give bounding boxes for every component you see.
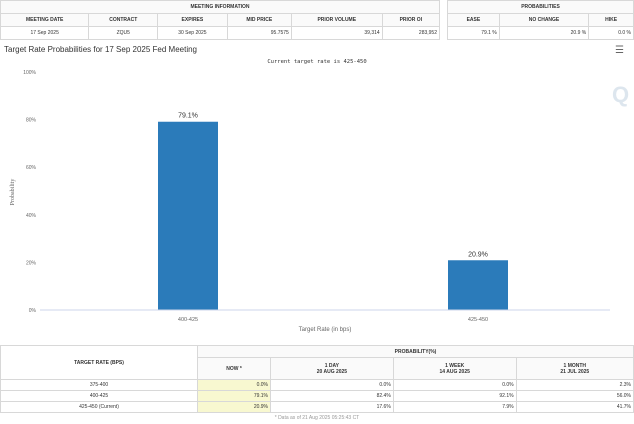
y-tick-label: 40% (26, 213, 37, 219)
col-header: HIKE (588, 13, 634, 27)
col-date: 21 JUL 2025 (560, 368, 590, 375)
probability-cell: 7.9% (392, 401, 517, 413)
bar-chart: 0% 20% 40% 60% 80% 100% 79.1% 400-425 20.9% 425-4… (10, 70, 629, 333)
meeting-information-table: MEETING INFORMATION MEETING DATE CONTRACT… (0, 0, 441, 40)
cell: ZQU5 (88, 26, 159, 40)
probability-header: PROBABILITY(%) (197, 345, 634, 358)
bar-425-450[interactable] (448, 260, 508, 310)
col-1week: 1 WEEK 14 AUG 2025 (392, 357, 517, 380)
table-row: 375-400 0.0% 0.0% 0.0% 2.3% (0, 379, 634, 391)
col-label: 1 DAY (324, 362, 340, 369)
data-label: 20.9% (468, 251, 488, 258)
x-tick-label: 400-425 (178, 317, 198, 323)
probability-cell: 0.0% (270, 379, 394, 391)
target-rate-cell: 425-450 (Current) (0, 401, 198, 413)
probability-cell: 17.6% (270, 401, 394, 413)
cell: 39,314 (290, 26, 383, 40)
col-date: 20 AUG 2025 (316, 368, 348, 375)
col-header: EXPIRES (157, 13, 228, 27)
probability-cell: 0.0% (197, 379, 271, 391)
col-header: EASE (447, 13, 500, 27)
bar-400-425[interactable] (158, 121, 218, 310)
cell: 95.7575 (226, 26, 292, 40)
target-rate-cell: 375-400 (0, 379, 198, 391)
hamburger-menu-icon[interactable]: ☰ (615, 45, 624, 56)
col-header: PRIOR VOLUME (290, 13, 383, 27)
x-axis-label: Target Rate (in bps) (299, 327, 352, 333)
chart-subtitle: Current target rate is 425-450 (267, 59, 367, 65)
chart-title: Target Rate Probabilities for 17 Sep 202… (4, 45, 198, 54)
cell: 79.1 % (447, 26, 500, 40)
col-header: PRIOR OI (381, 13, 441, 27)
col-date: 14 AUG 2025 (439, 368, 470, 375)
data-label: 79.1% (178, 113, 198, 120)
col-header: MEETING DATE (0, 13, 90, 27)
probability-cell: 92.1% (392, 390, 517, 402)
y-tick-label: 100% (23, 70, 36, 76)
y-tick-label: 80% (26, 118, 37, 124)
cell: 20.9 % (498, 26, 590, 40)
probabilities-table: PROBABILITIES EASE NO CHANGE HIKE 79.1 % 20… (447, 0, 634, 40)
y-tick-label: 0% (29, 308, 37, 314)
probability-history-table: TARGET RATE (BPS) PROBABILITY(%) NOW * 1 … (0, 345, 634, 413)
cell: 30 Sep 2025 (157, 26, 228, 40)
table-row: 425-450 (Current) 20.9% 17.6% 7.9% 41.7% (0, 401, 634, 413)
cell: 283,952 (381, 26, 441, 40)
probability-cell: 41.7% (515, 401, 634, 413)
data-timestamp: * Data as of 21 Aug 2025 05:25:43 CT (274, 415, 360, 421)
target-rate-cell: 400-425 (0, 390, 198, 402)
probabilities-header: PROBABILITIES (447, 0, 634, 14)
watermark-logo: Q (612, 82, 629, 107)
y-tick-label: 60% (26, 165, 37, 171)
table-row: 400-425 79.1% 82.4% 92.1% 56.0% (0, 390, 634, 402)
probability-cell: 2.3% (515, 379, 634, 391)
cell: 17 Sep 2025 (0, 26, 90, 40)
probability-cell: 56.0% (515, 390, 634, 402)
y-axis-label: Probability (10, 179, 16, 206)
col-header: MID PRICE (226, 13, 292, 27)
probability-cell: 20.9% (197, 401, 271, 413)
probability-cell: 82.4% (270, 390, 394, 402)
col-1month: 1 MONTH 21 JUL 2025 (515, 357, 634, 380)
col-1day: 1 DAY 20 AUG 2025 (270, 357, 394, 380)
probability-cell: 79.1% (197, 390, 271, 402)
meeting-info-header: MEETING INFORMATION (0, 0, 440, 14)
col-label: 1 WEEK (445, 362, 465, 369)
col-label: NOW * (226, 365, 242, 372)
x-tick-label: 425-450 (468, 317, 488, 323)
target-rate-header: TARGET RATE (BPS) (0, 345, 198, 380)
col-header: NO CHANGE (498, 13, 590, 27)
col-header: CONTRACT (88, 13, 159, 27)
col-label: 1 MONTH (563, 362, 587, 369)
col-now: NOW * (197, 357, 271, 380)
probability-cell: 0.0% (392, 379, 517, 391)
y-tick-label: 20% (26, 260, 37, 266)
cell: 0.0 % (588, 26, 634, 40)
